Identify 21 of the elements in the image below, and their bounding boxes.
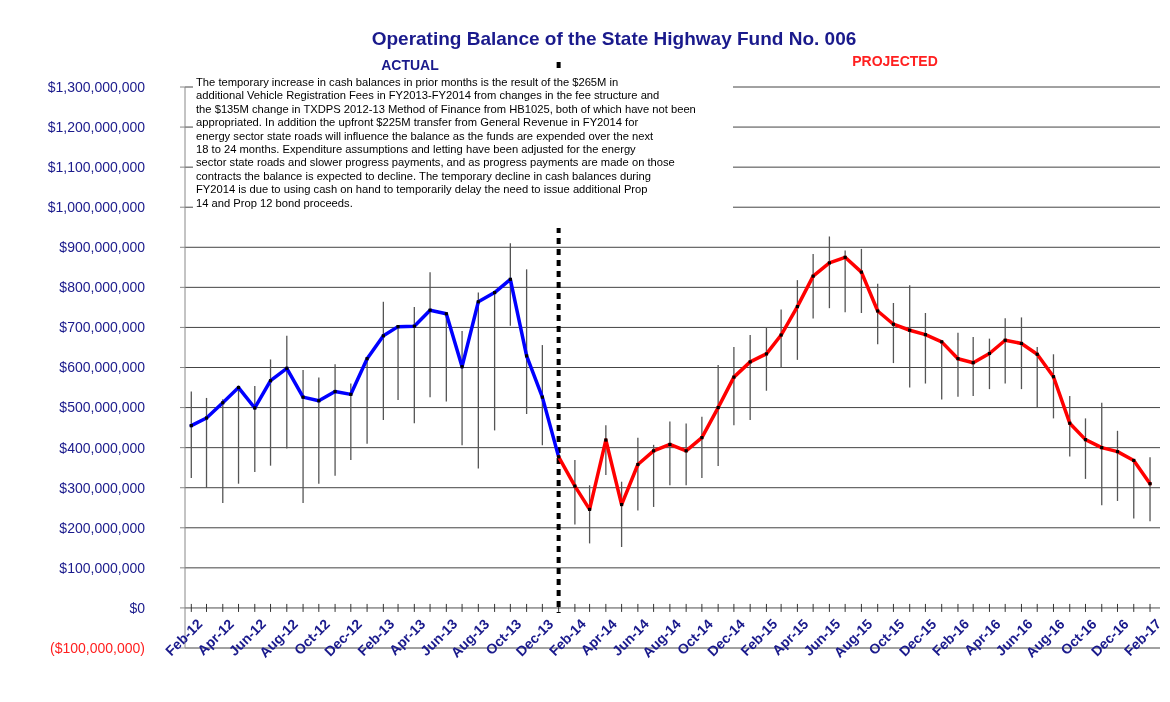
y-tick-label: $700,000,000 xyxy=(59,319,146,336)
line-series xyxy=(556,255,1152,512)
y-tick-label: $200,000,000 xyxy=(59,519,146,536)
y-tick-label: $900,000,000 xyxy=(59,239,146,256)
y-tick-label: $100,000,000 xyxy=(59,559,146,576)
y-tick-label: $1,100,000,000 xyxy=(47,159,146,176)
y-tick-label: $500,000,000 xyxy=(59,399,146,416)
y-tick-label: $1,000,000,000 xyxy=(47,199,146,216)
y-tick-label: ($100,000,000) xyxy=(50,639,145,656)
line-series xyxy=(189,277,561,459)
y-tick-label: $300,000,000 xyxy=(59,479,146,496)
y-tick-label: $1,200,000,000 xyxy=(47,118,146,135)
y-tick-label: $400,000,000 xyxy=(59,439,146,456)
chart-title: Operating Balance of the State Highway Fund No. 006 xyxy=(371,28,857,49)
text: ACTUAL xyxy=(381,57,440,73)
y-tick-label: $600,000,000 xyxy=(59,359,146,376)
y-tick-label: $1,300,000,000 xyxy=(47,78,146,95)
y-tick-label: $0 xyxy=(129,599,146,616)
y-tick-label: $800,000,000 xyxy=(59,279,146,296)
text: The temporary increase in cash balances in prior months is the result of the $265M in additional Vehicle Registration Fees in FY2013-FY2014 from changes in the fee structure and the $135M change in TXDPS 2012-13 Method of Finance from HB1025, both of which have not been appropriated. In addition the upfront $225M transfer from General Revenue in FY2014 for energy sector state roads will influence the balance as the funds are expended over the next 18 to 24 months. Expenditure assumptions and letting have been adjusted for the energy sector state roads and slower progress payments, and as progress payments are made on those contracts the balance is expected to decline. The temporary decline in cash balances during FY2014 is due to using cash on hand to temporarily delay the need to issue additional Prop 14 and Prop 12 bond proceeds. xyxy=(196,76,696,209)
text: PROJECTED xyxy=(852,53,938,69)
